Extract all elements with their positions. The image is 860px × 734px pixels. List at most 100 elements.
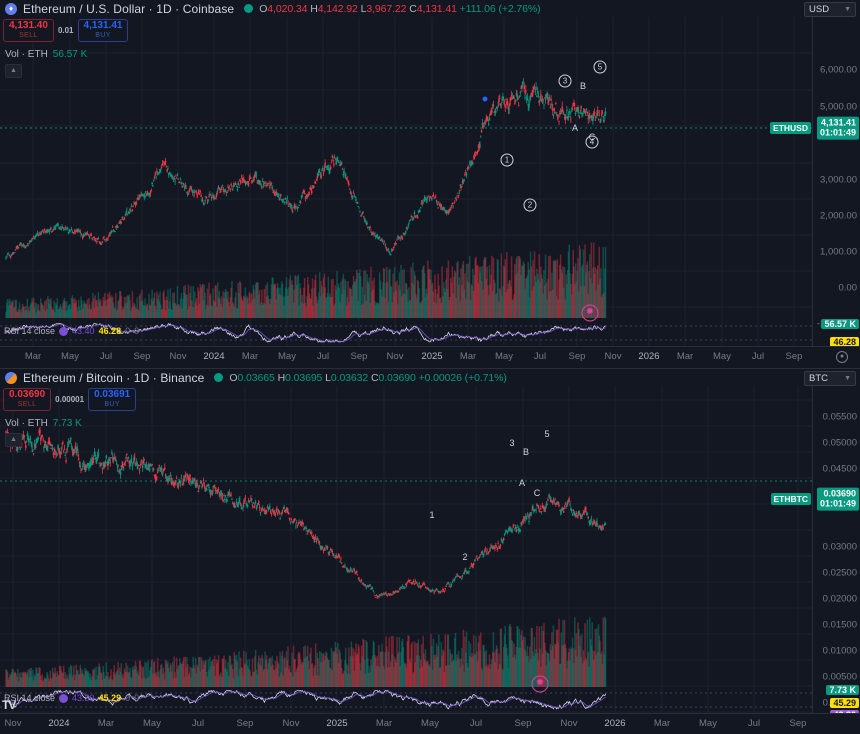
- current-price-label[interactable]: 0.03690 01:01:49: [816, 487, 859, 511]
- price-tick: 0.01500: [822, 619, 857, 631]
- time-tick: Mar: [241, 351, 259, 362]
- market-status-icon[interactable]: [214, 373, 224, 382]
- elliott-wave-label[interactable]: 1: [429, 510, 435, 520]
- time-tick: Nov: [560, 718, 578, 729]
- rsi-value-badge[interactable]: 45.29: [830, 698, 859, 708]
- price-tick: 0.03000: [822, 541, 857, 553]
- rsi-value-badge[interactable]: 46.28: [830, 337, 859, 347]
- rsi-settings-icon[interactable]: [59, 693, 69, 703]
- elliott-wave-label[interactable]: A: [518, 478, 526, 488]
- chevron-down-icon: ▼: [844, 6, 851, 13]
- currency-selector-btc[interactable]: BTC ▼: [804, 371, 856, 386]
- time-tick: 2026: [604, 718, 626, 729]
- ohlc-change: +111.06 (+2.76%): [459, 2, 541, 15]
- time-tick: May: [713, 351, 731, 362]
- time-tick: Mar: [375, 718, 393, 729]
- time-tick: 2026: [638, 351, 660, 362]
- bar-countdown: 01:01:49: [819, 128, 856, 138]
- time-tick: Mar: [24, 351, 42, 362]
- chart-pane-ethusd[interactable]: ♦ Ethereum / U.S. Dollar · 1D · Coinbase…: [0, 0, 860, 368]
- buy-sell-panel-ethbtc[interactable]: 0.03690 SELL 0.00001 0.03691 BUY: [3, 388, 137, 411]
- rsi-name: RSI 14 close: [4, 693, 56, 703]
- blue-dot-marker[interactable]: [482, 96, 488, 102]
- volume-legend-ethbtc[interactable]: Vol · ETH 7.73 K: [5, 418, 82, 429]
- volume-label: Vol · ETH: [5, 49, 48, 60]
- time-axis-ethbtc[interactable]: Nov 2024 Mar May Jul Sep Nov 2025 Mar May Jul Sep No…: [0, 713, 860, 734]
- ohlc-close-key: C: [370, 371, 379, 384]
- sell-label: SELL: [19, 31, 38, 39]
- elliott-wave-label[interactable]: 2: [523, 198, 537, 212]
- volume-badge[interactable]: 7.73 K: [826, 685, 859, 695]
- symbol-price-tag[interactable]: ETHUSD: [770, 122, 811, 134]
- ohlc-open-key: O: [229, 371, 238, 384]
- elliott-wave-label[interactable]: 3: [558, 74, 572, 88]
- ohlc-high-key: H: [277, 371, 286, 384]
- chart-header-ethusd: ♦ Ethereum / U.S. Dollar · 1D · Coinbase…: [0, 0, 860, 17]
- ohlc-low-value: 0.03632: [330, 371, 369, 384]
- volume-legend-ethusd[interactable]: Vol · ETH 56.57 K: [5, 49, 87, 60]
- currency-label: BTC: [809, 373, 828, 384]
- elliott-wave-label[interactable]: C: [533, 488, 541, 498]
- time-tick: Sep: [350, 351, 368, 362]
- volume-label: Vol · ETH: [5, 418, 48, 429]
- buy-label: BUY: [104, 400, 120, 408]
- price-chart-ethbtc[interactable]: [0, 369, 812, 713]
- volume-badge[interactable]: 56.57 K: [821, 319, 859, 329]
- symbol-title[interactable]: Ethereum / U.S. Dollar · 1D · Coinbase: [23, 1, 235, 16]
- price-tick: 0.02000: [822, 593, 857, 605]
- rsi-name: RSI 14 close: [4, 326, 56, 336]
- time-tick: May: [421, 718, 439, 729]
- chart-pane-ethbtc[interactable]: Ethereum / Bitcoin · 1D · Binance O 0.036…: [0, 368, 860, 734]
- collapse-pane-button[interactable]: ▲: [5, 433, 22, 447]
- ohlc-change: +0.00026 (+0.71%): [418, 371, 507, 384]
- rsi-legend-ethbtc[interactable]: RSI 14 close 43.30 45.29 0 0: [4, 693, 139, 703]
- market-status-icon[interactable]: [244, 4, 254, 13]
- rsi-settings-icon[interactable]: [59, 326, 69, 336]
- time-tick: Sep: [133, 351, 151, 362]
- elliott-wave-label[interactable]: A: [571, 123, 579, 133]
- current-price-label[interactable]: 4,131.41 01:01:49: [816, 116, 859, 140]
- sell-label: SELL: [17, 400, 37, 408]
- collapse-pane-button[interactable]: ▲: [5, 64, 22, 78]
- elliott-wave-label[interactable]: 2: [462, 552, 468, 562]
- time-tick: Nov: [386, 351, 404, 362]
- chevron-down-icon: ▼: [844, 375, 851, 382]
- elliott-wave-label[interactable]: 5: [544, 429, 550, 439]
- tradingview-logo[interactable]: TV: [2, 698, 16, 712]
- buy-sell-panel-ethusd[interactable]: 4,131.40 SELL 0.01 4,131.41 BUY: [3, 19, 129, 42]
- price-axis-ethusd[interactable]: 6,000.00 5,000.00 3,000.00 2,000.00 1,000.00…: [770, 17, 860, 361]
- buy-button[interactable]: 4,131.41 BUY: [77, 19, 129, 42]
- time-tick: Jul: [747, 718, 761, 729]
- eth-logo-icon: ♦: [5, 2, 17, 15]
- current-price-value: 4,131.41: [820, 117, 856, 128]
- rsi-ma-value: 43.30: [72, 693, 95, 703]
- elliott-wave-label[interactable]: C: [588, 132, 596, 142]
- symbol-price-tag[interactable]: ETHBTC: [770, 493, 811, 505]
- ohlc-legend: O4,020.34 H4,142.92 L3,967.22 C4,131.41 …: [259, 3, 540, 15]
- price-tick: 0.01000: [822, 645, 857, 657]
- sun-cycle-marker[interactable]: ✹: [581, 304, 599, 322]
- sun-cycle-marker[interactable]: ✹: [531, 675, 549, 693]
- elliott-wave-label[interactable]: 3: [509, 438, 515, 448]
- symbol-title[interactable]: Ethereum / Bitcoin · 1D · Binance: [23, 370, 205, 385]
- buy-button[interactable]: 0.03691 BUY: [88, 388, 137, 411]
- price-axis-ethbtc[interactable]: 0.055000.050000.045000.040000.030000.025…: [770, 386, 860, 734]
- currency-selector-usd[interactable]: USD ▼: [804, 2, 856, 17]
- rsi-ma-value: 43.40: [72, 326, 95, 336]
- rsi-value: 46.28: [98, 326, 122, 336]
- rsi-legend-ethusd[interactable]: RSI 14 close 43.40 46.28 0 0: [4, 326, 139, 336]
- elliott-wave-label[interactable]: B: [579, 81, 587, 91]
- elliott-wave-label[interactable]: B: [522, 447, 530, 457]
- elliott-wave-label[interactable]: 1: [500, 153, 514, 167]
- price-chart-ethusd[interactable]: [0, 0, 812, 346]
- time-axis-ethusd[interactable]: ● Mar May Jul Sep Nov 2024 Mar May Jul Sep Nov 2025…: [0, 346, 860, 367]
- rsi-value: 45.29: [98, 693, 122, 703]
- time-tick: Jul: [469, 718, 483, 729]
- time-tick: Sep: [514, 718, 532, 729]
- elliott-wave-label[interactable]: 5: [593, 60, 607, 74]
- sell-button[interactable]: 0.03690 SELL: [3, 388, 52, 411]
- sell-button[interactable]: 4,131.40 SELL: [3, 19, 54, 42]
- timezone-clock-icon[interactable]: ●: [836, 351, 848, 363]
- chart-header-ethbtc: Ethereum / Bitcoin · 1D · Binance O 0.036…: [0, 369, 860, 386]
- elliott-wave-label[interactable]: 4: [585, 135, 599, 149]
